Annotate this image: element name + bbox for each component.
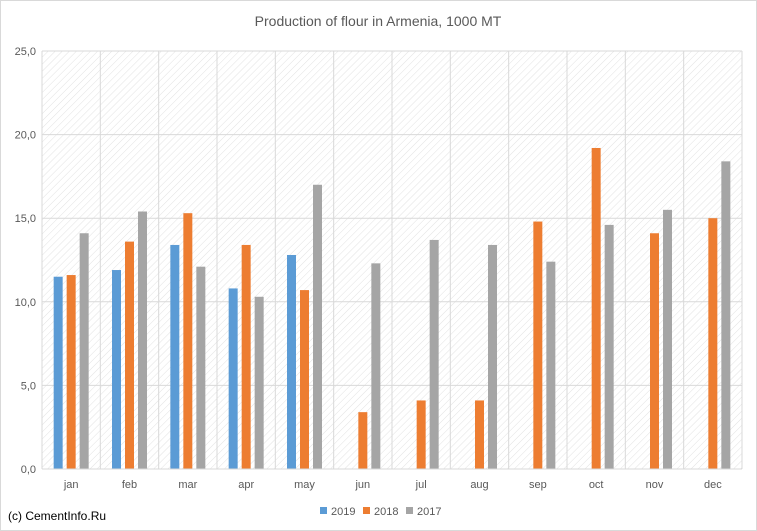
bar-2018-may <box>300 290 309 469</box>
bar-2018-jun <box>358 412 368 469</box>
legend-label-2019: 2019 <box>331 506 355 518</box>
x-tick-label: jan <box>63 479 79 491</box>
bar-2018-jul <box>416 400 426 469</box>
x-tick-label: may <box>294 479 315 491</box>
bar-2019-apr <box>228 288 238 469</box>
y-tick-label: 10,0 <box>15 297 36 309</box>
bar-2018-mar <box>183 213 193 469</box>
bar-2017-jun <box>371 263 381 469</box>
bar-2017-may <box>313 184 322 469</box>
y-tick-label: 5,0 <box>21 380 36 392</box>
bar-2018-sep <box>533 221 543 469</box>
bar-2017-aug <box>488 244 497 469</box>
bar-2018-feb <box>125 241 134 469</box>
bar-2018-nov <box>650 233 659 469</box>
legend-label-2018: 2018 <box>374 506 398 518</box>
bar-2018-apr <box>241 244 251 469</box>
bar-2017-mar <box>196 266 206 469</box>
bar-2018-aug <box>475 400 484 469</box>
y-tick-label: 25,0 <box>15 46 36 58</box>
bar-2017-feb <box>138 211 147 469</box>
legend-swatch-2018 <box>363 507 370 514</box>
legend-swatch-2017 <box>406 507 413 514</box>
bar-2018-dec <box>708 218 718 469</box>
bar-2017-jul <box>429 239 439 469</box>
bar-2017-oct <box>604 224 614 469</box>
x-tick-label: dec <box>704 479 722 491</box>
x-tick-label: aug <box>470 479 488 491</box>
bar-2017-apr <box>254 296 264 469</box>
legend-swatch-2019 <box>320 507 327 514</box>
bar-2019-feb <box>112 270 121 469</box>
bar-2017-dec <box>721 161 731 470</box>
x-tick-label: feb <box>122 479 137 491</box>
y-tick-label: 20,0 <box>15 130 36 142</box>
y-tick-label: 0,0 <box>21 464 36 476</box>
bar-2019-may <box>287 254 296 469</box>
x-tick-label: oct <box>589 479 604 491</box>
x-tick-label: apr <box>238 479 254 491</box>
copyright-text: (c) CementInfo.Ru <box>8 509 107 523</box>
x-tick-label: sep <box>529 479 547 491</box>
bar-2018-oct <box>591 147 601 469</box>
x-tick-label: nov <box>646 479 664 491</box>
x-tick-label: mar <box>178 479 197 491</box>
bar-2019-jan <box>53 276 63 469</box>
bar-2017-jan <box>79 233 89 469</box>
chart-title: Production of flour in Armenia, 1000 MT <box>255 13 502 29</box>
bar-2017-nov <box>663 209 672 469</box>
y-tick-label: 15,0 <box>15 213 36 225</box>
bar-2019-mar <box>170 244 180 469</box>
bar-2018-jan <box>66 275 76 469</box>
legend-label-2017: 2017 <box>417 506 441 518</box>
bar-2017-sep <box>546 261 556 469</box>
x-tick-label: jun <box>354 479 370 491</box>
x-tick-label: jul <box>415 479 427 491</box>
